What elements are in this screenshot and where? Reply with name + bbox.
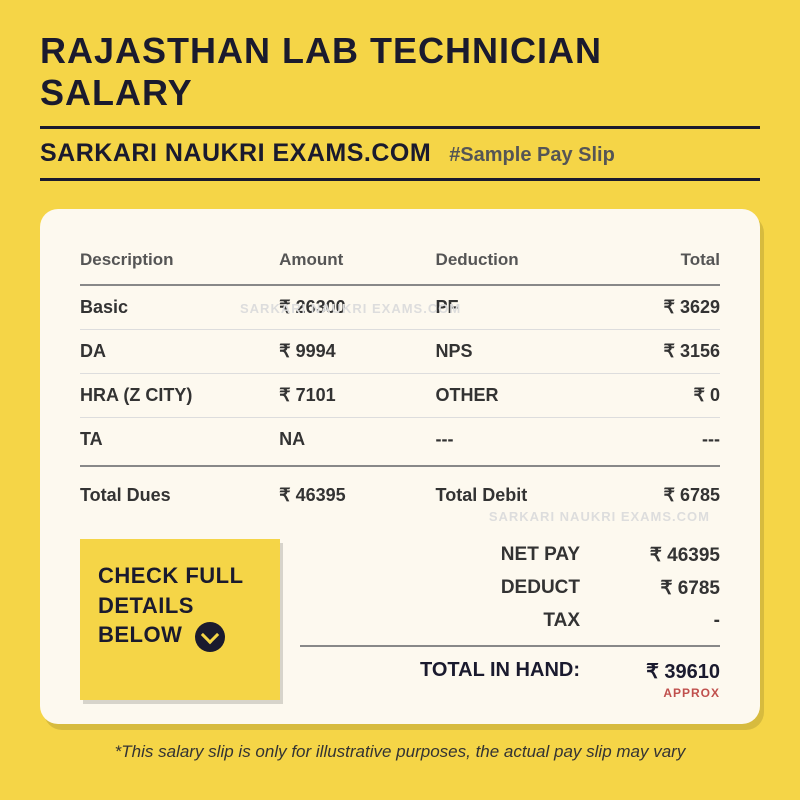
cell-amount: ₹ 9994 [279, 341, 435, 362]
cell-description: TA [80, 429, 279, 450]
cell-deduction: --- [436, 429, 578, 450]
header-amount: Amount [279, 250, 435, 270]
salary-table: Description Amount Deduction Total Basic… [80, 239, 720, 517]
total-dues-label: Total Dues [80, 485, 279, 506]
sticky-line: BELOW [98, 622, 182, 647]
cell-amount: ₹ 26300 [279, 297, 435, 318]
cell-total: ₹ 3629 [578, 297, 720, 318]
approx-label: APPROX [300, 686, 720, 700]
sticky-note: CHECK FULL DETAILS BELOW [80, 539, 280, 700]
cell-amount: ₹ 7101 [279, 385, 435, 406]
tax-label: TAX [420, 610, 580, 632]
total-hand-label: TOTAL IN HAND: [380, 659, 580, 684]
summary-block: NET PAY ₹ 46395 DEDUCT ₹ 6785 TAX - TOTA… [300, 539, 720, 700]
cell-total: ₹ 0 [578, 385, 720, 406]
cell-total: --- [578, 429, 720, 450]
cell-amount: NA [279, 429, 435, 450]
total-hand-value: ₹ 39610 [580, 659, 720, 684]
deduct-value: ₹ 6785 [580, 577, 720, 600]
cell-total: ₹ 3156 [578, 341, 720, 362]
sticky-line: CHECK FULL [98, 561, 262, 591]
payslip-card: SARKARI NAUKRI EXAMS.COM SARKARI NAUKRI … [40, 209, 760, 724]
total-debit-value: ₹ 6785 [578, 485, 720, 506]
tax-value: - [580, 610, 720, 632]
table-row: DA ₹ 9994 NPS ₹ 3156 [80, 330, 720, 374]
arrow-down-icon [195, 622, 225, 652]
totals-row: Total Dues ₹ 46395 Total Debit ₹ 6785 [80, 465, 720, 517]
page-title: RAJASTHAN LAB TECHNICIAN SALARY [40, 30, 760, 114]
deduct-label: DEDUCT [420, 577, 580, 600]
total-dues-value: ₹ 46395 [279, 485, 435, 506]
table-row: HRA (Z CITY) ₹ 7101 OTHER ₹ 0 [80, 374, 720, 418]
table-row: TA NA --- --- [80, 418, 720, 461]
netpay-value: ₹ 46395 [580, 544, 720, 567]
cell-description: DA [80, 341, 279, 362]
cell-deduction: NPS [436, 341, 578, 362]
hash-tag: #Sample Pay Slip [449, 144, 615, 167]
site-name: SARKARI NAUKRI EXAMS.COM [40, 139, 431, 168]
header-total: Total [578, 250, 720, 270]
header-description: Description [80, 250, 279, 270]
cell-deduction: OTHER [436, 385, 578, 406]
header-deduction: Deduction [436, 250, 578, 270]
table-header-row: Description Amount Deduction Total [80, 239, 720, 286]
cell-description: HRA (Z CITY) [80, 385, 279, 406]
sticky-line: DETAILS [98, 591, 262, 621]
cell-deduction: PF [436, 297, 578, 318]
cell-description: Basic [80, 297, 279, 318]
subtitle-bar: SARKARI NAUKRI EXAMS.COM #Sample Pay Sli… [40, 126, 760, 181]
total-debit-label: Total Debit [436, 485, 578, 506]
table-row: Basic ₹ 26300 PF ₹ 3629 [80, 286, 720, 330]
footer-disclaimer: *This salary slip is only for illustrati… [40, 742, 760, 762]
netpay-label: NET PAY [420, 544, 580, 567]
